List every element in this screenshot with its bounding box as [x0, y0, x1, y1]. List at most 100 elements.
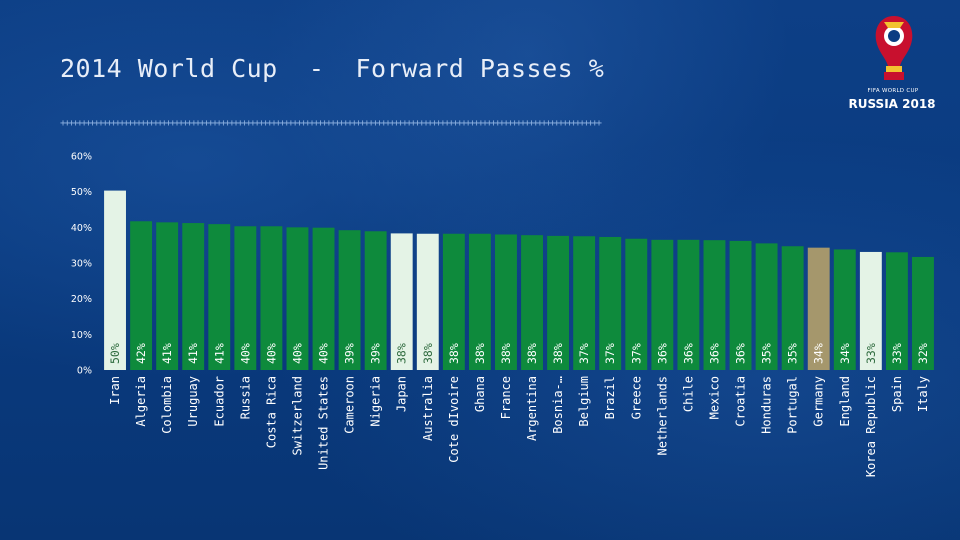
bar-brazil [599, 236, 622, 370]
x-tick-label: United States [317, 376, 331, 470]
y-tick-label: 30% [71, 259, 92, 270]
bar-cameroon [338, 230, 361, 370]
title-divider: ++++++++++++++++++++++++++++++++++++++++… [60, 118, 602, 129]
value-label: 39% [343, 343, 357, 364]
y-tick-label: 10% [71, 330, 92, 341]
x-tick-label: Nigeria [369, 376, 383, 427]
bar-australia [416, 233, 439, 370]
value-label: 34% [812, 343, 826, 364]
bars [104, 190, 934, 370]
bar-costa-rica [260, 226, 283, 370]
y-tick-label: 20% [71, 294, 92, 305]
value-label: 40% [264, 343, 278, 364]
value-label: 33% [864, 343, 878, 364]
y-tick-label: 50% [71, 187, 92, 198]
bar-spain [885, 252, 908, 370]
bar-iran [104, 190, 126, 370]
y-tick-label: 40% [71, 223, 92, 234]
value-label: 38% [473, 343, 487, 364]
value-label: 35% [760, 343, 774, 364]
y-axis: 0% 10% 20% 30% 40% 50% 60% [71, 152, 92, 377]
value-label: 41% [212, 343, 226, 364]
x-tick-label: Croatia [734, 376, 748, 427]
slide-title: 2014 World Cup - Forward Passes % [60, 54, 605, 83]
bar-ghana [468, 233, 491, 370]
x-tick-label: Korea Republic [864, 376, 878, 477]
x-tick-label: Belgium [577, 376, 591, 427]
value-label: 38% [525, 343, 539, 364]
x-axis: Iran Algeria Colombia Uruguay Ecuador Russia C… [108, 376, 930, 477]
value-label: 38% [551, 343, 565, 364]
bar-portugal [781, 246, 804, 370]
bar-nigeria [364, 231, 387, 370]
bar-united-states [312, 227, 335, 370]
value-label: 40% [290, 343, 304, 364]
bar-croatia [729, 240, 752, 370]
x-tick-label: Ecuador [212, 376, 226, 427]
bar-italy [912, 256, 934, 370]
bar-russia [234, 226, 257, 370]
x-tick-label: Switzerland [290, 376, 304, 455]
x-tick-label: Colombia [160, 376, 174, 434]
value-labels: 50% 42% 41% 41% 41% 40% 40% 40% 40% 39% 39% 38% 38% 3… [108, 343, 930, 364]
x-tick-label: Netherlands [655, 376, 669, 455]
x-tick-label: Russia [238, 376, 252, 419]
bar-cote-divoire [442, 233, 465, 370]
x-tick-label: Honduras [760, 376, 774, 434]
logo-small-text: FIFA WORLD CUP [867, 88, 919, 94]
x-tick-label: Spain [890, 376, 904, 412]
value-label: 33% [890, 343, 904, 364]
x-tick-label: Cameroon [343, 376, 357, 434]
value-label: 40% [317, 343, 331, 364]
x-tick-label: Algeria [134, 376, 148, 427]
value-label: 37% [577, 343, 591, 364]
value-label: 39% [369, 343, 383, 364]
bar-belgium [573, 236, 596, 370]
value-label: 42% [134, 343, 148, 364]
value-label: 38% [499, 343, 513, 364]
bar-algeria [130, 221, 153, 370]
x-tick-label: Iran [108, 376, 122, 405]
value-label: 36% [707, 343, 721, 364]
bar-switzerland [286, 227, 309, 370]
value-label: 36% [734, 343, 748, 364]
x-tick-label: Chile [681, 376, 695, 412]
x-tick-label: Cote dIvoire [447, 376, 461, 463]
value-label: 50% [108, 343, 122, 364]
x-tick-label: Japan [395, 376, 409, 412]
y-tick-label: 0% [77, 366, 92, 377]
x-tick-label: Costa Rica [264, 376, 278, 448]
x-tick-label: Brazil [603, 376, 617, 419]
bar-germany [807, 247, 830, 370]
value-label: 38% [395, 343, 409, 364]
x-tick-label: Uruguay [186, 376, 200, 427]
bar-greece [625, 238, 648, 370]
value-label: 40% [238, 343, 252, 364]
bar-argentina [521, 235, 543, 370]
value-label: 35% [786, 343, 800, 364]
x-tick-label: Argentina [525, 376, 539, 441]
value-label: 41% [186, 343, 200, 364]
value-label: 34% [838, 343, 852, 364]
bar-korea-republic [859, 251, 882, 370]
x-tick-label: Greece [629, 376, 643, 419]
value-label: 32% [916, 343, 930, 364]
bar-ecuador [208, 224, 231, 370]
bar-honduras [755, 243, 778, 370]
x-tick-label: Mexico [707, 376, 721, 419]
value-label: 41% [160, 343, 174, 364]
value-label: 38% [447, 343, 461, 364]
bar-netherlands [651, 239, 674, 370]
logo-big-text: RUSSIA 2018 [848, 97, 936, 111]
world-cup-trophy-icon [875, 16, 913, 80]
value-label: 36% [655, 343, 669, 364]
x-tick-label: Portugal [786, 376, 800, 434]
x-tick-label: Bosnia-… [551, 376, 565, 434]
y-tick-label: 60% [71, 152, 92, 163]
x-tick-label: Italy [916, 376, 930, 412]
value-label: 37% [629, 343, 643, 364]
bar-japan [390, 233, 413, 370]
bar-england [833, 249, 856, 370]
x-tick-label: France [499, 376, 513, 419]
